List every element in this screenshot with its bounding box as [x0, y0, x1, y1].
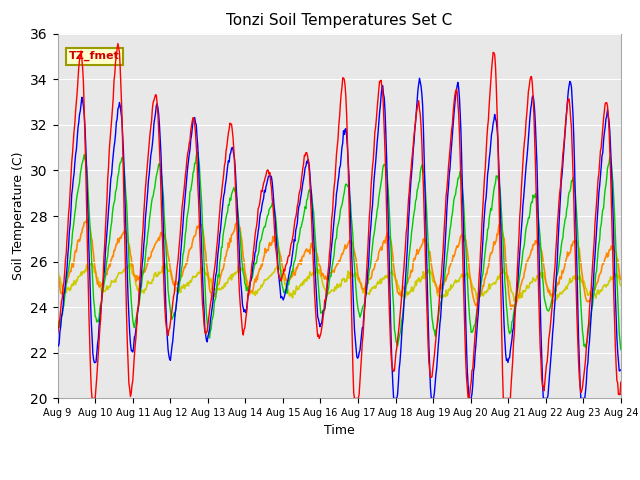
Y-axis label: Soil Temperature (C): Soil Temperature (C) — [12, 152, 25, 280]
X-axis label: Time: Time — [324, 424, 355, 437]
Title: Tonzi Soil Temperatures Set C: Tonzi Soil Temperatures Set C — [226, 13, 452, 28]
Text: TZ_fmet: TZ_fmet — [69, 51, 120, 61]
Legend: -2cm, -4cm, -8cm, -16cm, -32cm: -2cm, -4cm, -8cm, -16cm, -32cm — [168, 479, 510, 480]
